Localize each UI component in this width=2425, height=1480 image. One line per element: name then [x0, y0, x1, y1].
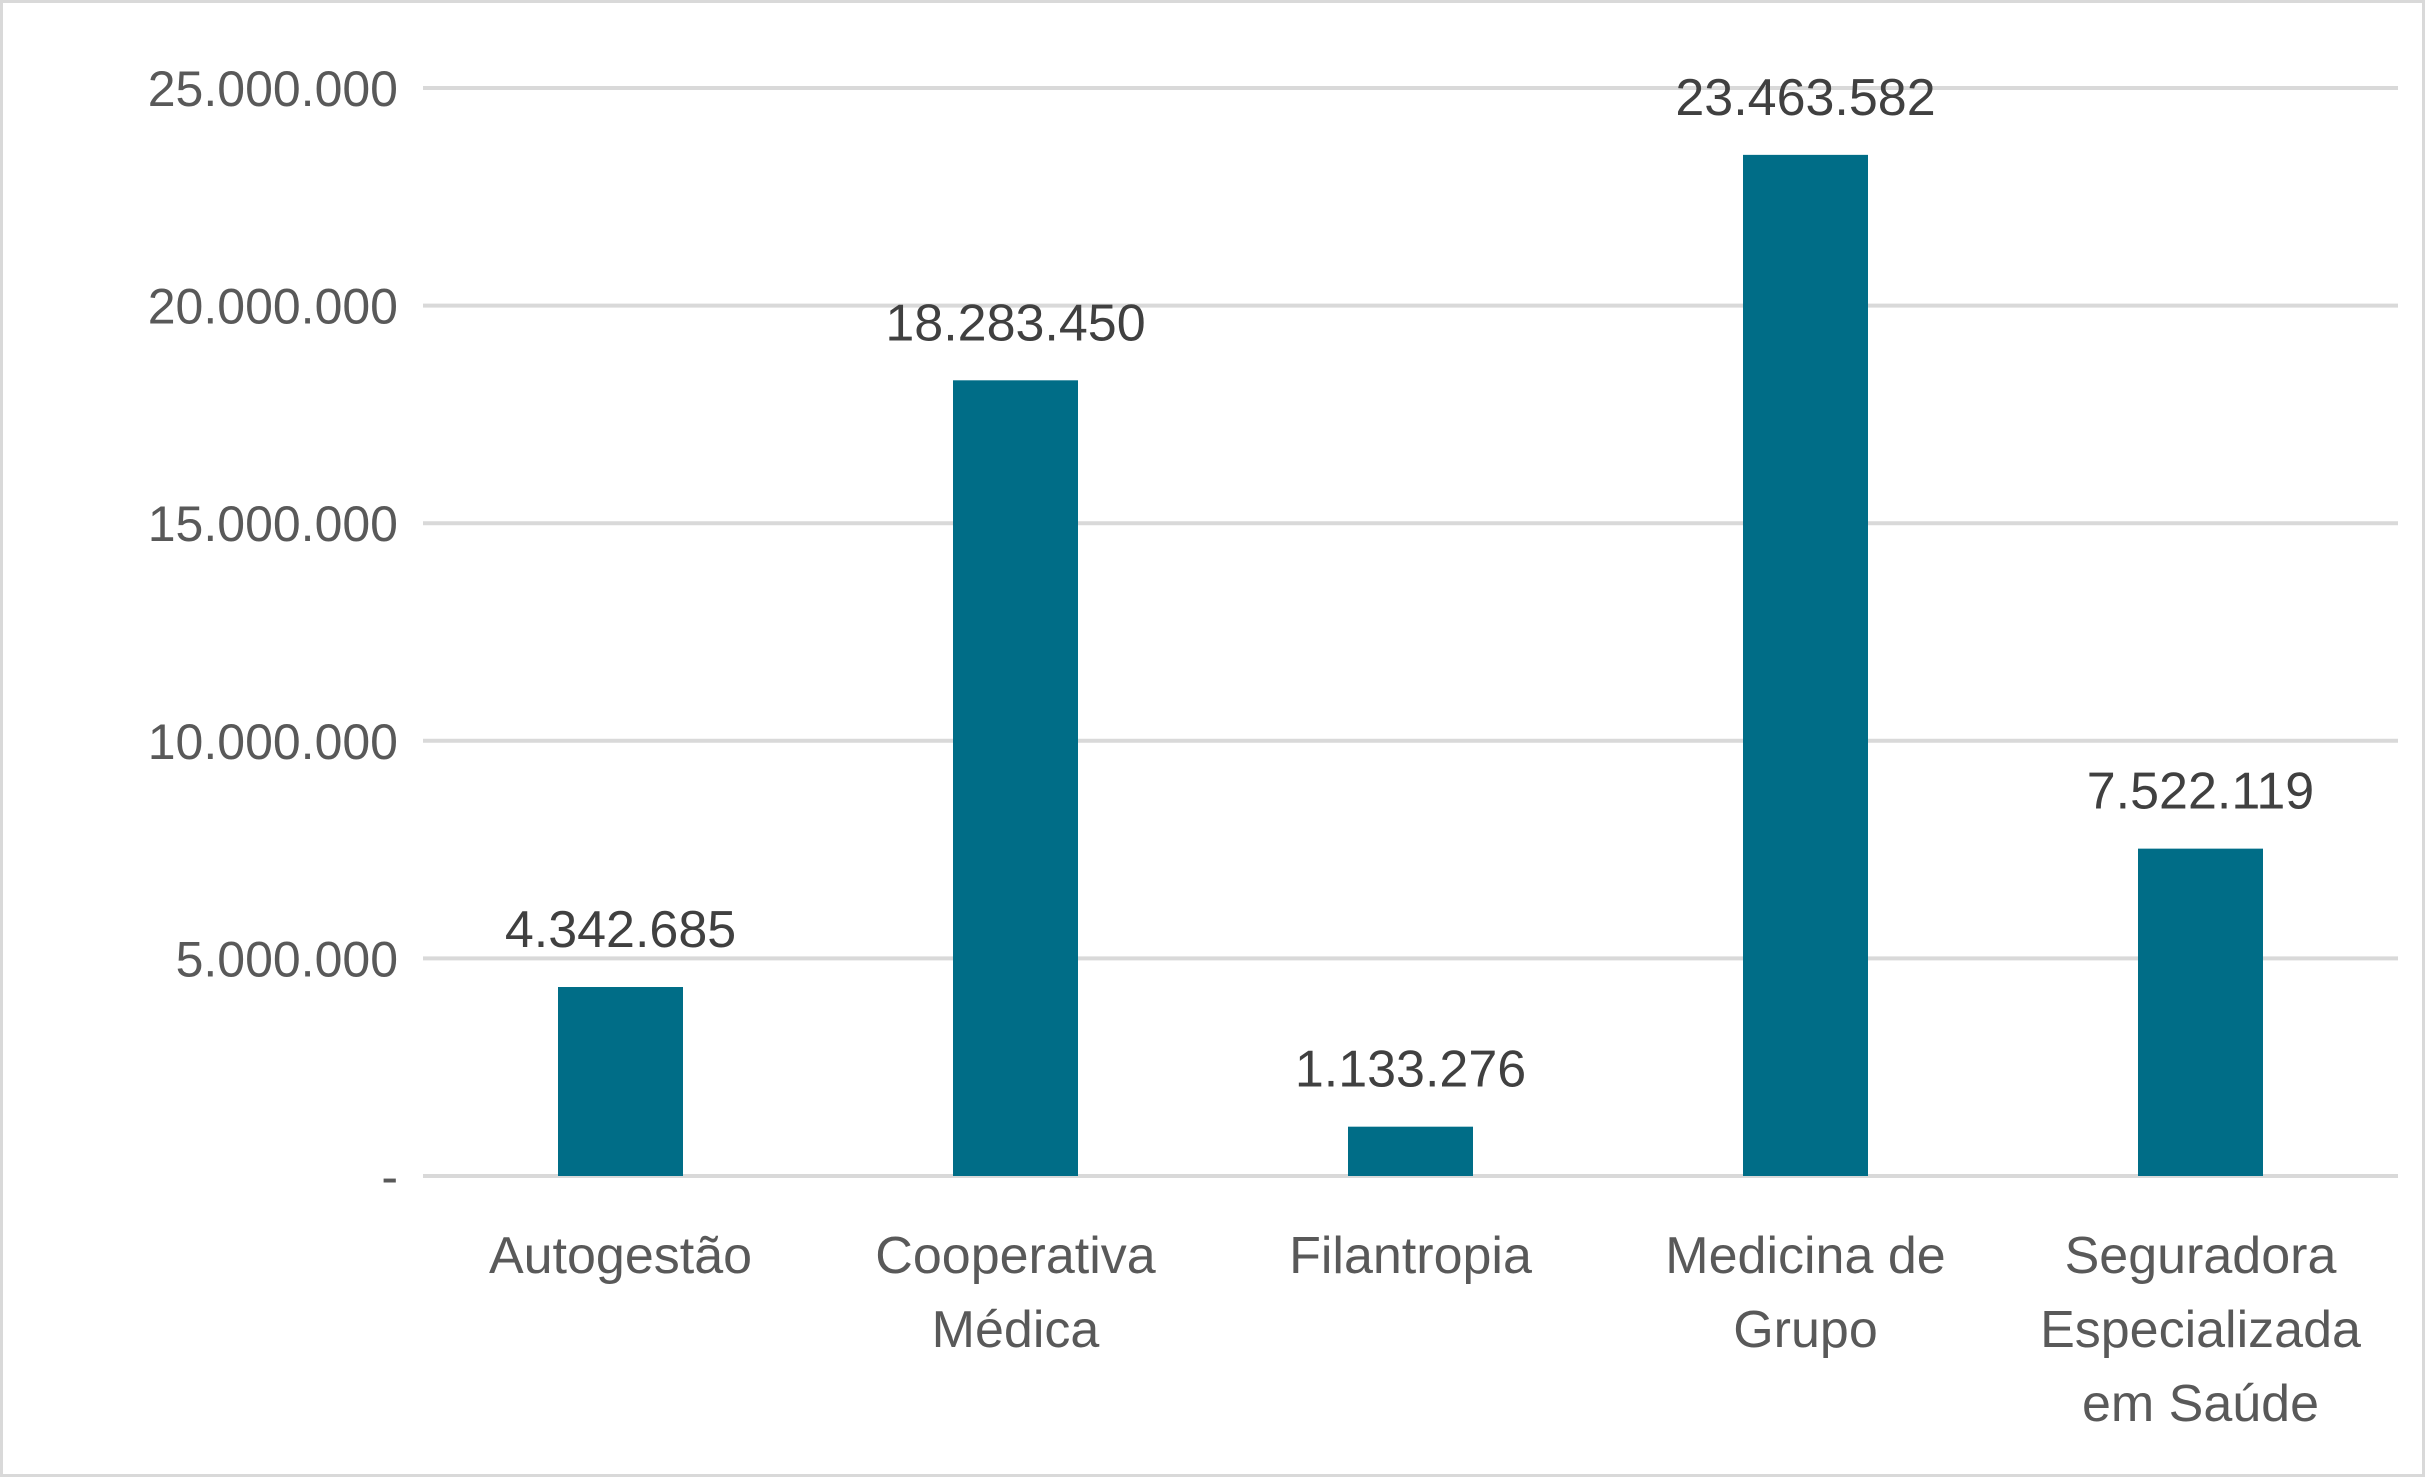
- category-label: Seguradora Especializada em Saúde: [2040, 1227, 2361, 1433]
- category-label: Filantropia: [1289, 1227, 1532, 1285]
- category-label-line: Especializada: [2040, 1301, 2361, 1359]
- category-label-line: Cooperativa: [875, 1227, 1155, 1285]
- bar: [953, 380, 1078, 1176]
- bar: [558, 987, 683, 1176]
- category-label-line: Seguradora: [2065, 1227, 2337, 1285]
- y-tick-label: 5.000.000: [176, 931, 398, 987]
- category-label: Medicina de Grupo: [1665, 1227, 1945, 1359]
- bar: [1743, 154, 1868, 1176]
- x-axis-category-labels: Autogestão Cooperativa Médica Filantropia Me…: [489, 1227, 2361, 1433]
- category-label-line: em Saúde: [2082, 1375, 2319, 1433]
- y-tick-label: 20.000.000: [148, 279, 398, 335]
- y-tick-label: 25.000.000: [148, 61, 398, 117]
- data-labels: 4.342.685 18.283.450 1.133.276 23.463.582 7.…: [505, 69, 2314, 1099]
- bar-chart: - 5.000.000 10.000.000 15.000.000 20.000.000…: [148, 61, 2398, 1433]
- y-tick-label: -: [381, 1149, 398, 1205]
- y-axis-tick-labels: - 5.000.000 10.000.000 15.000.000 20.000.000…: [148, 61, 398, 1205]
- category-label-line: Grupo: [1733, 1301, 1878, 1359]
- data-label: 1.133.276: [1295, 1041, 1526, 1099]
- y-tick-label: 10.000.000: [148, 714, 398, 770]
- category-label-line: Filantropia: [1289, 1227, 1532, 1285]
- data-label: 4.342.685: [505, 901, 736, 959]
- bar: [1348, 1126, 1473, 1176]
- bars: [558, 154, 2263, 1176]
- gridlines: [423, 86, 2398, 1178]
- category-label: Autogestão: [489, 1227, 752, 1285]
- y-tick-label: 15.000.000: [148, 496, 398, 552]
- category-label-line: Medicina de: [1665, 1227, 1945, 1285]
- data-label: 7.522.119: [2087, 763, 2314, 821]
- category-label: Cooperativa Médica: [875, 1227, 1155, 1359]
- data-label: 23.463.582: [1675, 69, 1935, 127]
- data-label: 18.283.450: [885, 294, 1145, 352]
- category-label-line: Autogestão: [489, 1227, 752, 1285]
- bar: [2138, 848, 2263, 1176]
- category-label-line: Médica: [932, 1301, 1100, 1359]
